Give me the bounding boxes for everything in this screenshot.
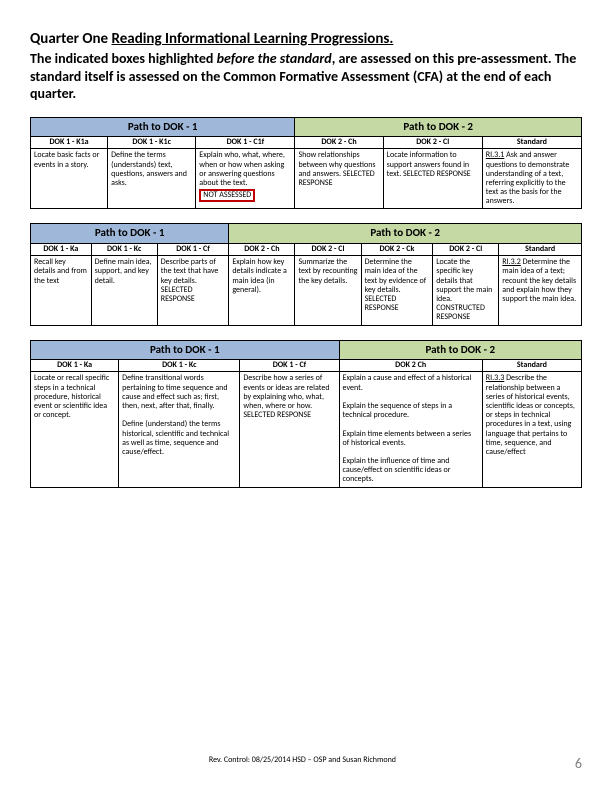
path1-header-3: Path to DOK - 1 [31,340,340,360]
t2-c5: Determine the main idea of the text by e… [361,256,433,325]
title-pre: Quarter One [30,30,112,48]
not-assessed-box: NOT ASSESSED [199,189,255,202]
t2-c7: RI.3.2 Determine the main idea of a text… [499,256,582,325]
t1-c2: Explain who, what, where, when or how wh… [196,149,295,209]
footer-rev: Rev. Control: 08/25/2014 HSD – OSP and S… [30,755,575,772]
path1-header: Path to DOK - 1 [31,117,295,137]
t3-h4: Standard [482,360,581,372]
title-under: Reading Informational Learning Progressi… [112,30,394,48]
t1-h0: DOK 1 - K1a [31,137,108,149]
t3-h3: DOK 2 Ch [339,360,482,372]
t2-h7: Standard [499,244,582,256]
t1-h1: DOK 1 - K1c [108,137,196,149]
t2-h2: DOK 1 - Cf [157,244,229,256]
t3-c2: Describe how a series of events or ideas… [240,372,339,487]
t2-h0: DOK 1 - Ka [31,244,92,256]
page-number: 6 [575,755,582,772]
t1-h3: DOK 2 - Ch [295,137,383,149]
path2-header-2: Path to DOK - 2 [229,224,582,244]
t3-h0: DOK 1 - Ka [31,360,119,372]
t1-std-text: Ask and answer questions to demonstrate … [486,150,570,206]
t3-c4: RI.3.3 Describe the relationship between… [482,372,581,487]
t1-c0: Locate basic facts or events in a story. [31,149,108,209]
t3-c1: Define transitional words pertaining to … [119,372,240,487]
path1-header-2: Path to DOK - 1 [31,224,229,244]
intro-ital: before the standard [217,50,332,67]
t2-h6: DOK 2 - Cl [433,244,499,256]
t2-c4: Summarize the text by recounting the key… [295,256,361,325]
table-2: Path to DOK - 1 Path to DOK - 2 DOK 1 - … [30,223,582,325]
t2-h3: DOK 2 - Ch [229,244,295,256]
t2-c6: Locate the specific key details that sup… [433,256,499,325]
t1-c2-text: Explain who, what, where, when or how wh… [199,150,285,188]
table-3: Path to DOK - 1 Path to DOK - 2 DOK 1 - … [30,340,582,488]
t2-h5: DOK 2 - Ck [361,244,433,256]
path2-header: Path to DOK - 2 [295,117,582,137]
t2-c2: Describe parts of the text that have key… [157,256,229,325]
intro-1: The indicated boxes highlighted [30,50,217,67]
table-1: Path to DOK - 1 Path to DOK - 2 DOK 1 - … [30,117,582,210]
t1-c1: Define the terms (understands) text, que… [108,149,196,209]
t2-h1: DOK 1 - Kc [91,244,157,256]
t3-h1: DOK 1 - Kc [119,360,240,372]
t1-h4: DOK 2 - Cl [383,137,482,149]
t2-c3: Explain how key details indicate a main … [229,256,295,325]
t1-c3: Show relationships between why questions… [295,149,383,209]
t1-c5: RI.3.1 Ask and answer questions to demon… [482,149,581,209]
t3-c3: Explain a cause and effect of a historic… [339,372,482,487]
t1-h5: Standard [482,137,581,149]
page-title: Quarter One Reading Informational Learni… [30,30,582,48]
path2-header-3: Path to DOK - 2 [339,340,581,360]
t3-c0: Locate or recall specific steps in a tec… [31,372,119,487]
t2-c0: Recall key details and from the text [31,256,92,325]
footer: Rev. Control: 08/25/2014 HSD – OSP and S… [30,755,582,772]
t1-c4: Locate information to support answers fo… [383,149,482,209]
t2-h4: DOK 2 - Cl [295,244,361,256]
intro-text: The indicated boxes highlighted before t… [30,50,582,103]
t3-std-text: Describe the relationship between a seri… [486,373,575,457]
t3-h2: DOK 1 - Cf [240,360,339,372]
t1-h2: DOK 1 - C1f [196,137,295,149]
t2-c1: Define main idea, support, and key detai… [91,256,157,325]
